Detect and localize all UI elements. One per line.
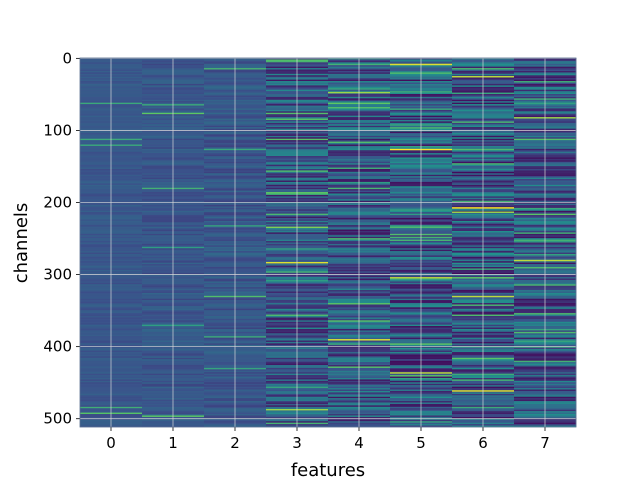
y-tick-label: 400 [43, 338, 72, 356]
x-axis-ticks: 0 1 2 3 4 5 6 7 [106, 427, 550, 452]
y-axis-label: channels [11, 203, 32, 284]
x-tick-label: 4 [354, 434, 364, 452]
x-tick-label: 5 [416, 434, 426, 452]
heatmap-cells [80, 58, 577, 428]
x-tick-label: 1 [168, 434, 178, 452]
x-tick-label: 2 [230, 434, 240, 452]
y-tick-label: 500 [43, 410, 72, 428]
y-tick-label: 300 [43, 266, 72, 284]
y-tick-label: 200 [43, 194, 72, 212]
y-axis-ticks: 0 100 200 300 400 500 [43, 49, 80, 428]
x-axis-label: features [291, 460, 365, 480]
x-tick-label: 6 [478, 434, 488, 452]
y-tick-label: 0 [62, 49, 72, 67]
x-tick-label: 3 [292, 434, 302, 452]
y-tick-label: 100 [43, 121, 72, 139]
x-tick-label: 0 [106, 434, 116, 452]
plot-frame [79, 57, 577, 428]
x-tick-label: 7 [540, 434, 550, 452]
